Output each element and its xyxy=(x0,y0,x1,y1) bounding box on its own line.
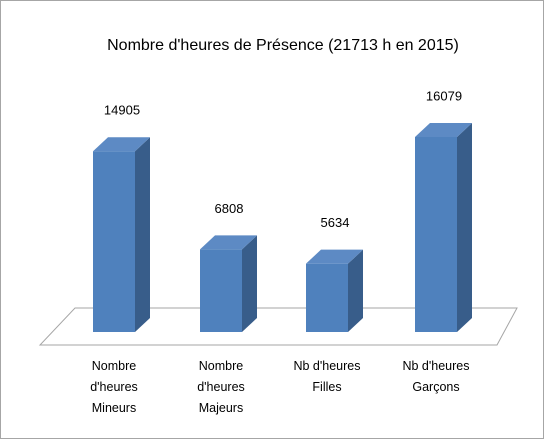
x-tick-label: Nb d'heures Filles xyxy=(293,359,361,394)
chart-title: Nombre d'heures de Présence (21713 h en … xyxy=(107,37,459,54)
bar xyxy=(306,263,348,332)
x-tick-label: Nombre d'heures Majeurs xyxy=(197,359,245,415)
bar-top xyxy=(200,235,257,250)
data-label: 14905 xyxy=(104,103,140,118)
data-label: 6808 xyxy=(215,201,244,216)
data-label: 16079 xyxy=(426,88,462,103)
bar-side xyxy=(457,123,472,332)
x-tick-label: Nombre d'heures Mineurs xyxy=(90,359,138,415)
floor xyxy=(38,307,518,346)
bar-top xyxy=(306,249,363,264)
x-tick-label: Nb d'heures Garçons xyxy=(402,359,470,394)
data-label: 5634 xyxy=(321,215,350,230)
bar-side xyxy=(348,249,363,332)
bar-top xyxy=(415,123,472,137)
bar xyxy=(200,249,242,332)
bar-top xyxy=(93,137,150,152)
bar-side xyxy=(135,137,150,332)
bar xyxy=(415,137,457,332)
bar xyxy=(93,151,135,332)
bar-side xyxy=(242,235,257,332)
